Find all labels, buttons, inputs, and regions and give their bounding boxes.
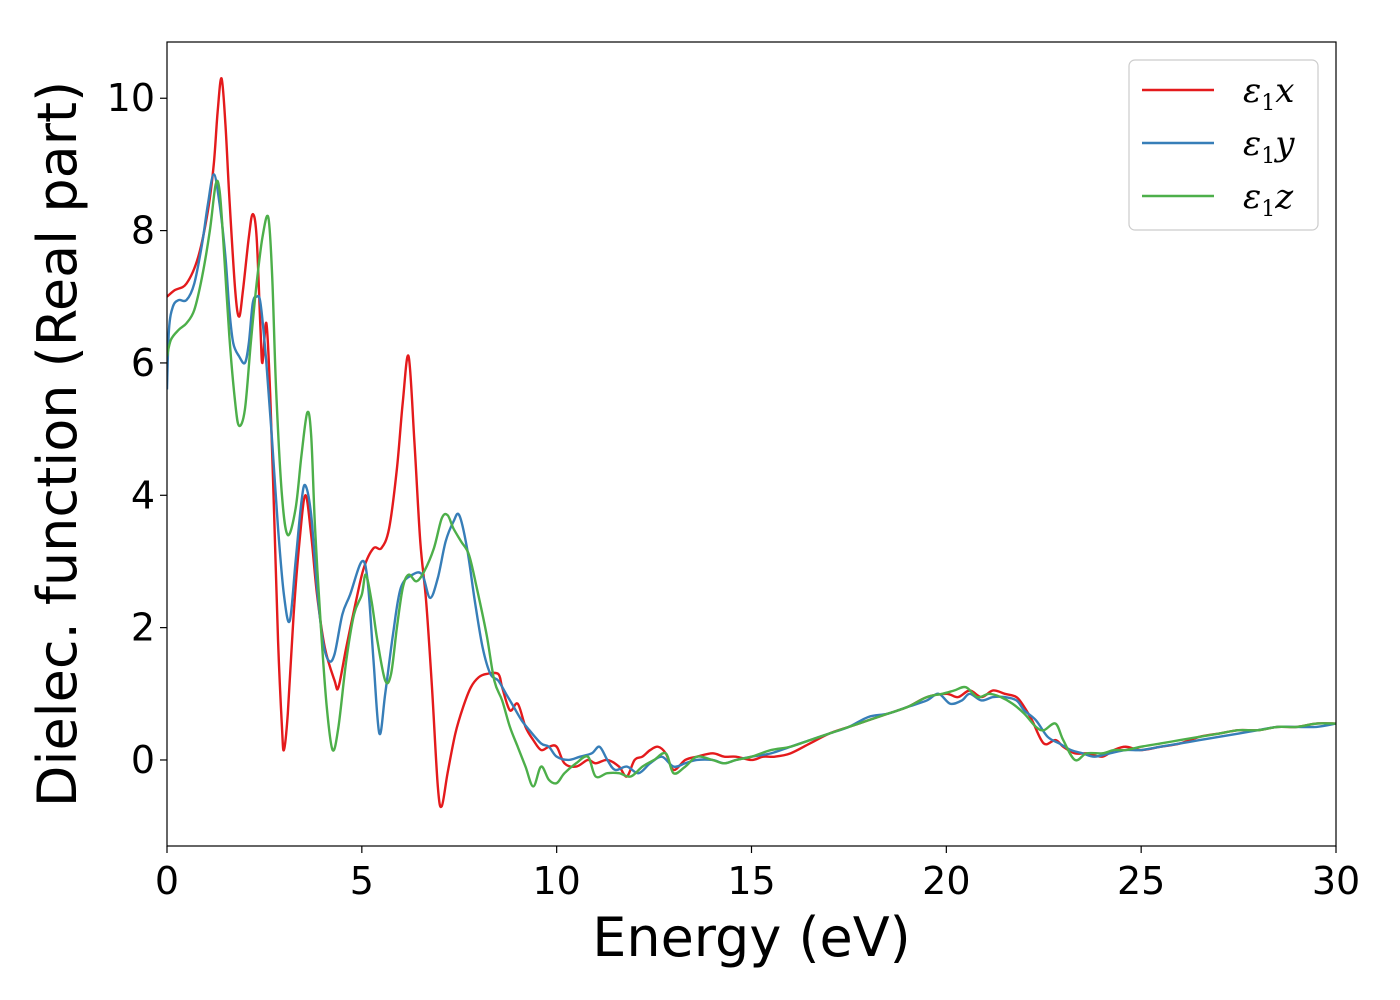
y-tick-label: 6 — [131, 341, 155, 385]
legend-box — [1128, 59, 1319, 231]
y-tick-label: 8 — [131, 209, 155, 253]
legend-subscript: 1 — [1261, 144, 1275, 169]
legend-variable: x — [1275, 71, 1294, 111]
x-tick-label: 25 — [1117, 859, 1165, 903]
legend-variable: z — [1274, 177, 1294, 217]
y-axis-title: Dielec. function (Real part) — [26, 81, 89, 807]
y-tick-label: 0 — [131, 738, 155, 782]
legend-symbol: ε — [1243, 71, 1261, 111]
series-line-z — [167, 179, 1336, 788]
x-tick-label: 10 — [532, 859, 580, 903]
y-tick-label: 10 — [107, 76, 155, 120]
ticks-layer: 0 5 10 15 20 25 30 0 2 4 6 8 10 — [107, 76, 1361, 903]
y-tick-label: 4 — [131, 473, 155, 517]
legend-symbol: ε — [1243, 177, 1261, 217]
legend-label-x: ε1x — [1243, 71, 1294, 116]
series-layer — [167, 77, 1336, 809]
legend-variable: y — [1273, 124, 1295, 164]
x-tick-label: 5 — [350, 859, 374, 903]
series-line-y — [167, 173, 1336, 775]
legend-subscript: 1 — [1261, 197, 1275, 222]
legend-symbol: ε — [1243, 124, 1261, 164]
x-tick-label: 0 — [155, 859, 179, 903]
x-tick-label: 20 — [922, 859, 970, 903]
legend-label-y: ε1y — [1243, 124, 1295, 169]
x-axis-title: Energy (eV) — [592, 906, 911, 969]
legend-label-z: ε1z — [1243, 177, 1294, 222]
y-tick-label: 2 — [131, 606, 155, 650]
legend-subscript: 1 — [1261, 91, 1275, 116]
x-tick-label: 15 — [727, 859, 775, 903]
x-tick-label: 30 — [1312, 859, 1360, 903]
